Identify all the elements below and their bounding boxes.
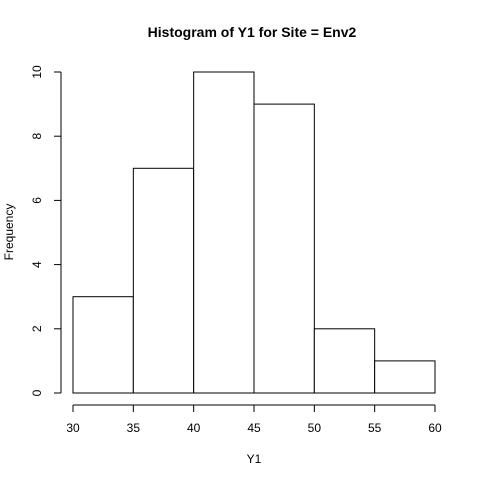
- y-axis: 0 2 4 6 8 10: [30, 65, 62, 396]
- histogram-bar: [72, 296, 134, 394]
- x-tick-label: 55: [368, 421, 382, 435]
- x-tick-label: 40: [187, 421, 201, 435]
- x-tick-label: 30: [66, 421, 80, 435]
- x-tick-label: 35: [127, 421, 141, 435]
- x-axis-label: Y1: [247, 452, 262, 466]
- y-tick-label: 6: [30, 197, 44, 204]
- bars-group: [72, 71, 436, 394]
- histogram-bar: [193, 71, 255, 394]
- histogram-bar: [253, 103, 315, 394]
- y-tick-label: 4: [30, 261, 44, 268]
- histogram-bar: [374, 360, 436, 394]
- y-axis-label: Frequency: [2, 204, 16, 261]
- x-tick-label: 60: [428, 421, 442, 435]
- y-tick-label: 8: [30, 133, 44, 140]
- histogram-bar: [132, 167, 195, 394]
- y-tick-label: 0: [30, 389, 44, 396]
- x-axis: 30 35 40 45 50 55 60: [66, 404, 442, 435]
- x-tick-label: 50: [308, 421, 322, 435]
- chart-title: Histogram of Y1 for Site = Env2: [148, 24, 357, 40]
- histogram-bar: [313, 328, 376, 394]
- y-tick-label: 10: [30, 65, 44, 79]
- x-tick-label: 45: [247, 421, 261, 435]
- y-tick-label: 2: [30, 325, 44, 332]
